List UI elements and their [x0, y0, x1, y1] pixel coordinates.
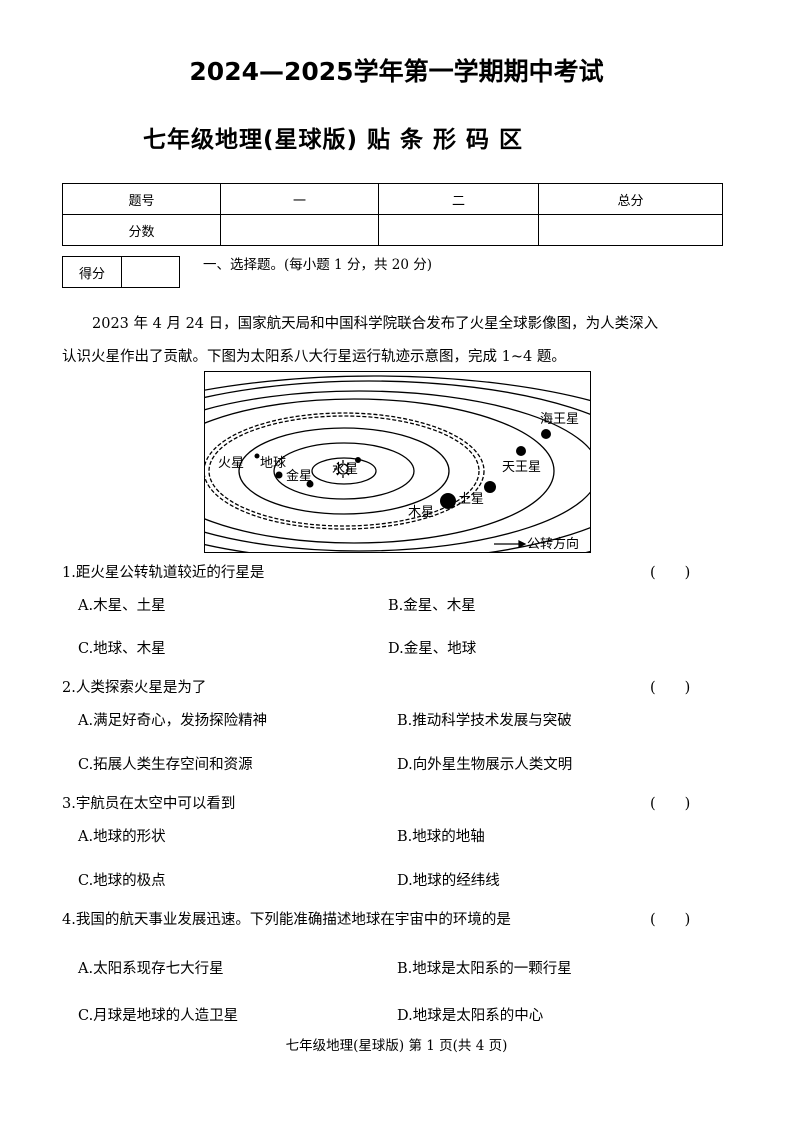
planet-label: 火星: [218, 456, 244, 471]
answer-paren: ( ): [650, 912, 691, 928]
option: A.太阳系现存七大行星: [78, 961, 224, 977]
option: B.地球是太阳系的一颗行星: [397, 961, 572, 977]
score-cell: [378, 214, 539, 246]
answer-paren: ( ): [650, 796, 691, 812]
intro-line: 2023 年 4 月 24 日，国家航天局和中国科学院联合发布了火星全球影像图，…: [92, 316, 659, 332]
row-label: 分数: [62, 214, 221, 246]
option: A.木星、土星: [78, 598, 166, 614]
answer-paren: ( ): [650, 565, 691, 581]
option: B.地球的地轴: [397, 829, 485, 845]
orbit-jupiter: [204, 398, 555, 544]
orbit-neptune: [204, 375, 591, 553]
question-stem: 3.宇航员在太空中可以看到: [62, 796, 236, 812]
option: D.地球的经纬线: [397, 873, 500, 889]
orbit-saturn: [204, 390, 591, 552]
score-box: 得分: [62, 256, 180, 288]
header-cell: 二: [378, 183, 539, 215]
option: A.地球的形状: [78, 829, 166, 845]
orbit-venus: [273, 442, 415, 500]
score-table: 题号 一 二 总分 分数: [62, 183, 723, 246]
score-box-label: 得分: [63, 257, 122, 287]
option: B.金星、木星: [388, 598, 476, 614]
section-title: 一、选择题。(每小题 1 分，共 20 分): [203, 257, 432, 273]
question-stem: 4.我国的航天事业发展迅速。下列能准确描述地球在宇宙中的环境的是: [62, 912, 511, 928]
option: D.金星、地球: [388, 641, 477, 657]
option: D.地球是太阳系的中心: [397, 1008, 544, 1024]
planet-label: 海王星: [540, 412, 579, 427]
planet-label: 地球: [260, 456, 286, 471]
orbit-earth: [238, 427, 450, 515]
orbit-mars: [208, 415, 480, 527]
legend-label: 公转方向: [527, 536, 579, 552]
orbit-mercury: [311, 457, 377, 485]
score-box-cell: [122, 257, 179, 287]
option: C.拓展人类生存空间和资源: [78, 757, 253, 773]
page-footer: 七年级地理(星球版) 第 1 页(共 4 页): [285, 1038, 508, 1054]
option: C.地球、木星: [78, 641, 166, 657]
option: B.推动科学技术发展与突破: [397, 713, 572, 729]
planet-label: 金星: [286, 468, 312, 484]
planet-label: 水星: [332, 462, 358, 477]
sun-icon: [334, 460, 352, 478]
option: C.地球的极点: [78, 873, 166, 889]
score-cell: [538, 214, 723, 246]
planet-label: 天王星: [502, 460, 541, 475]
header-cell: 总分: [538, 183, 723, 215]
answer-paren: ( ): [650, 680, 691, 696]
question-stem: 1.距火星公转轨道较近的行星是: [62, 565, 265, 581]
question-stem: 2.人类探索火星是为了: [62, 680, 207, 696]
option: C.月球是地球的人造卫星: [78, 1008, 239, 1024]
header-cell: 题号: [62, 183, 221, 215]
option: A.满足好奇心，发扬探险精神: [78, 713, 268, 729]
exam-subtitle: 七年级地理(星球版) 贴 条 形 码 区: [143, 127, 524, 153]
option: D.向外星生物展示人类文明: [397, 757, 573, 773]
planet-label: 土星: [458, 492, 484, 507]
exam-title: 2024—2025学年第一学期期中考试: [189, 57, 604, 86]
orbit-uranus: [204, 380, 591, 553]
score-cell: [220, 214, 379, 246]
intro-line: 认识火星作出了贡献。下图为太阳系八大行星运行轨迹示意图，完成 1~4 题。: [62, 349, 566, 365]
planet-label: 木星: [408, 505, 434, 520]
header-cell: 一: [220, 183, 379, 215]
arrow-icon: [494, 540, 527, 548]
solar-system-diagram: 水星 金星 地球 火星 木星 土星 天王星 海王星 公转方向: [204, 371, 591, 553]
